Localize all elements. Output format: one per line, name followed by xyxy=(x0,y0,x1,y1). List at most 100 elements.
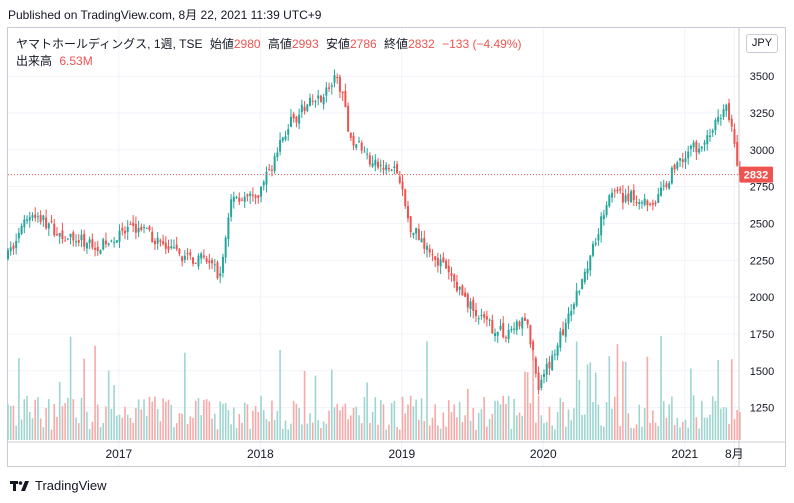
volume-bar xyxy=(352,407,355,440)
volume-bar xyxy=(148,396,151,440)
symbol-label: ヤマトホールディングス, 1週, TSE xyxy=(16,37,203,51)
candle-body xyxy=(608,195,611,207)
volume-bar xyxy=(404,413,407,440)
volume-bar xyxy=(739,412,741,440)
volume-bar xyxy=(360,423,363,440)
candle-body xyxy=(254,195,257,198)
candle-body xyxy=(597,234,600,241)
y-tick-label: 3250 xyxy=(750,108,774,120)
candle-body xyxy=(445,260,448,269)
volume-bar xyxy=(140,409,143,440)
volume-bar xyxy=(48,399,50,440)
candle-body xyxy=(227,217,230,240)
candle-body xyxy=(496,331,499,336)
volume-bar xyxy=(88,429,91,440)
candle-body xyxy=(412,232,415,236)
chart-frame[interactable] xyxy=(7,27,786,467)
candle-body xyxy=(347,105,350,132)
candle-body xyxy=(75,241,78,243)
candle-body xyxy=(273,156,276,172)
candle-body xyxy=(148,226,151,230)
candle-body xyxy=(619,188,622,191)
volume-bar xyxy=(189,416,192,440)
candle-body xyxy=(738,167,741,176)
volume-bar xyxy=(333,407,336,440)
candle-body xyxy=(575,290,578,306)
volume-bar xyxy=(698,428,700,440)
candle-body xyxy=(692,142,695,147)
candle-body xyxy=(289,116,292,127)
candle-body xyxy=(96,246,99,251)
candle-body xyxy=(314,100,317,102)
volume-bar xyxy=(28,411,31,440)
volume-bar xyxy=(619,425,621,440)
volume-bar xyxy=(23,399,26,440)
volume-bar xyxy=(396,427,398,440)
volume-bar xyxy=(116,415,118,440)
volume-bar xyxy=(684,419,687,440)
volume-bar xyxy=(358,415,360,440)
volume-bar xyxy=(439,428,442,440)
last-price-badge xyxy=(740,166,773,183)
candle-body xyxy=(689,145,692,149)
candle-body xyxy=(7,250,9,259)
candle-body xyxy=(189,252,192,256)
candle-body xyxy=(733,128,736,144)
volume-bar xyxy=(167,399,170,440)
candle-body xyxy=(183,255,186,260)
volume-bar xyxy=(238,413,241,440)
candle-body xyxy=(553,354,556,356)
volume-bar xyxy=(668,404,670,440)
volume-bar xyxy=(420,398,423,440)
volume-bar xyxy=(616,344,619,440)
candle-body xyxy=(230,199,233,217)
candle-body xyxy=(572,304,575,310)
candle-body xyxy=(385,164,388,171)
volume-bar xyxy=(350,415,352,440)
volume-bar xyxy=(15,425,17,440)
candle-body xyxy=(428,248,431,253)
volume-bar xyxy=(600,425,602,440)
high-value: 2993 xyxy=(291,37,319,51)
candle-body xyxy=(129,224,132,226)
volume-bar xyxy=(714,401,717,440)
low-label: 安値 xyxy=(325,37,350,51)
volume-bar xyxy=(77,423,80,440)
candle-body xyxy=(695,141,698,153)
candle-body xyxy=(570,311,573,316)
candle-body xyxy=(687,151,690,159)
candle-body xyxy=(439,259,442,267)
volume-bar xyxy=(728,423,730,440)
candle-body xyxy=(518,321,521,327)
candle-body xyxy=(556,345,559,356)
candle-body xyxy=(80,234,83,240)
candle-body xyxy=(567,313,570,324)
x-tick-label: 2019 xyxy=(388,447,415,461)
candle-body xyxy=(162,241,165,244)
volume-bar xyxy=(67,397,69,440)
volume-bar xyxy=(151,401,154,440)
candle-body xyxy=(426,245,429,250)
candle-body xyxy=(309,97,312,106)
candle-body xyxy=(469,301,472,309)
candle-body xyxy=(679,158,682,161)
volume-bar xyxy=(703,417,706,440)
volume-bar xyxy=(31,418,34,440)
volume-bar xyxy=(143,399,145,440)
volume-bar xyxy=(58,381,61,440)
footer-brand[interactable]: TradingView xyxy=(10,478,107,493)
candle-body xyxy=(276,152,279,158)
volume-bar xyxy=(377,424,379,440)
candle-body xyxy=(360,142,363,151)
volume-bar xyxy=(126,414,129,440)
currency-button[interactable]: JPY xyxy=(746,34,778,53)
candle-body xyxy=(134,223,137,233)
candle-body xyxy=(197,255,200,267)
volume-bar xyxy=(276,410,279,440)
volume-bar xyxy=(9,406,12,440)
candle-body xyxy=(719,117,722,119)
candle-body xyxy=(725,104,728,111)
volume-bar xyxy=(222,403,224,440)
candle-body xyxy=(257,195,260,198)
